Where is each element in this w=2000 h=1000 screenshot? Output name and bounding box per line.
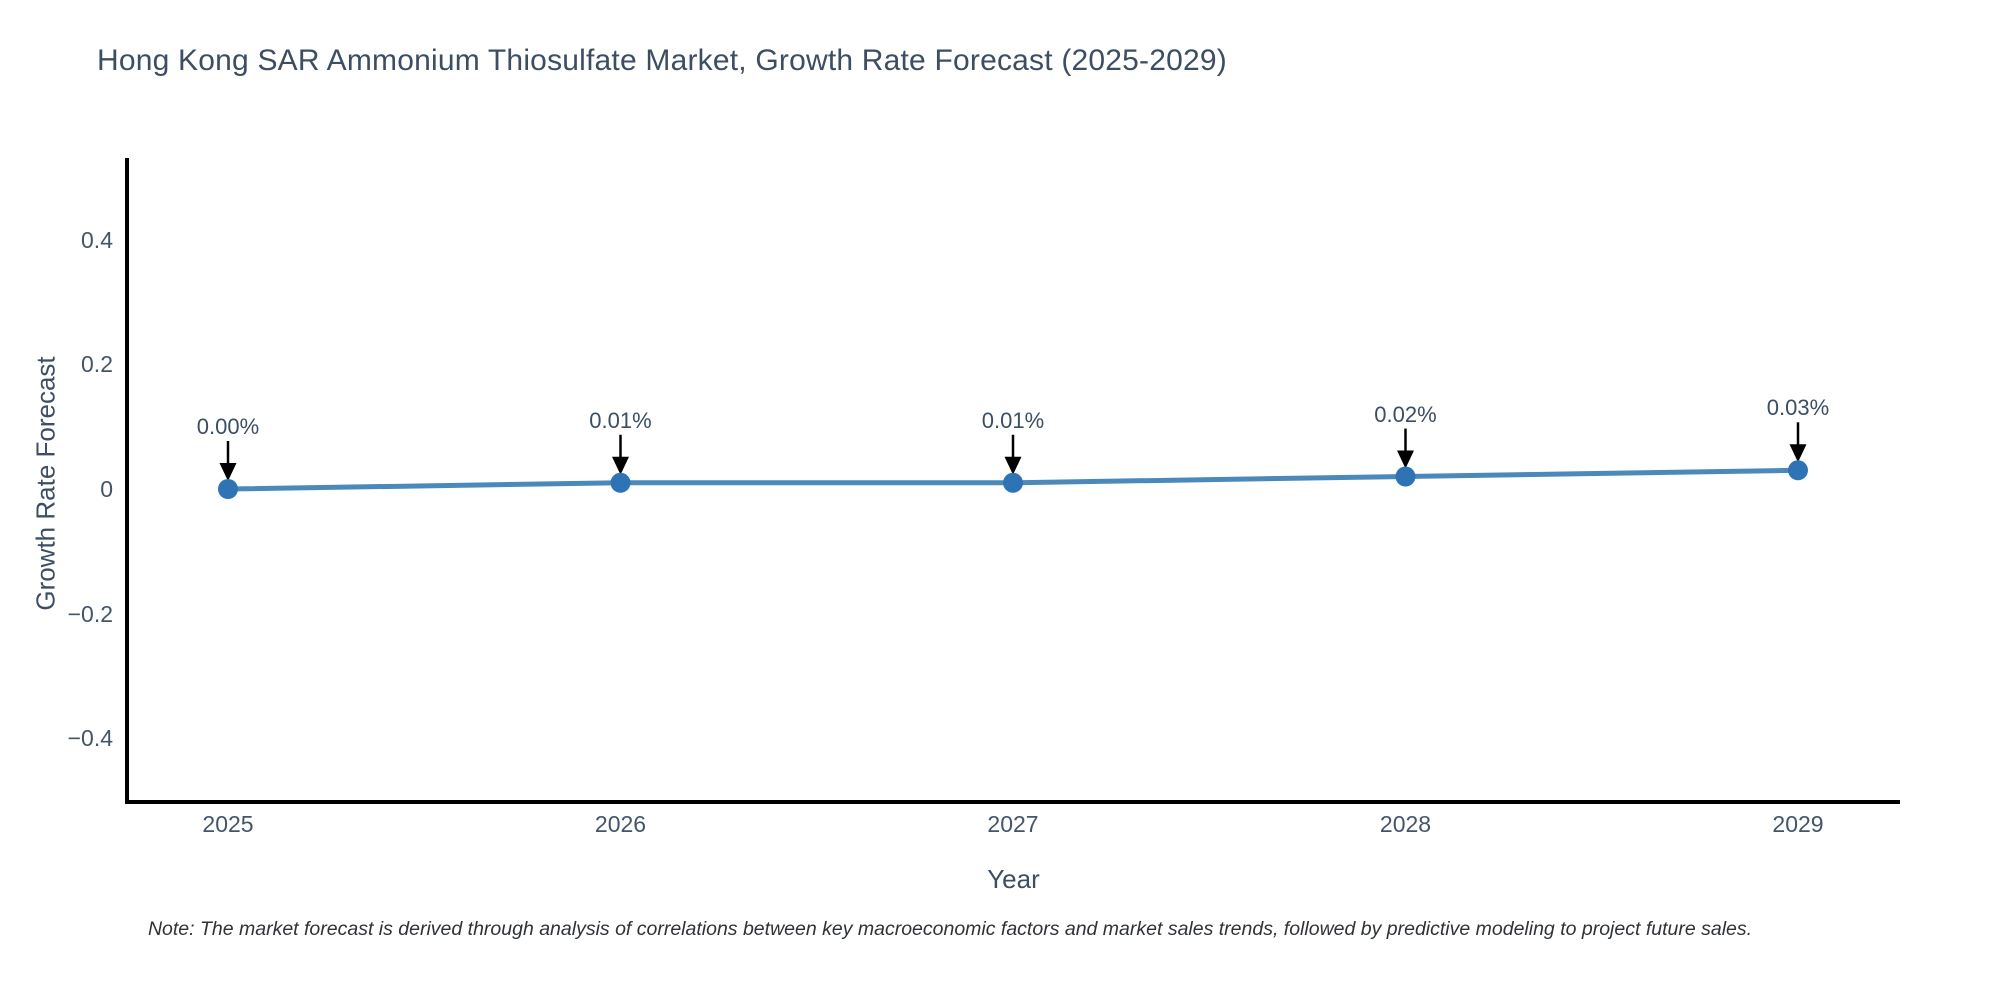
x-tick-label: 2028 xyxy=(1379,811,1432,837)
data-point-2026[interactable] xyxy=(610,472,631,493)
annotation-arrow-head xyxy=(612,456,629,475)
annotation-arrow-head xyxy=(219,463,237,481)
chart-title: Hong Kong SAR Ammonium Thiosulfate Marke… xyxy=(97,44,1227,77)
annotation-label-2026: 0.01% xyxy=(589,407,652,433)
y-tick-label: −0.4 xyxy=(67,725,113,752)
x-tick-label: 2029 xyxy=(1772,811,1824,837)
x-tick-label: 2026 xyxy=(594,811,647,837)
footnote: Note: The market forecast is derived thr… xyxy=(147,918,1753,940)
x-tick-label: 2027 xyxy=(987,811,1039,837)
annotation-label-2029: 0.03% xyxy=(1766,395,1830,421)
y-tick-label: 0.4 xyxy=(81,226,113,253)
x-tick-label: 2025 xyxy=(202,811,254,837)
data-point-2028[interactable] xyxy=(1395,466,1416,487)
annotation-arrow-head xyxy=(1789,444,1807,463)
data-point-2029[interactable] xyxy=(1788,460,1808,481)
x-axis-title: Year xyxy=(987,864,1040,894)
data-point-2027[interactable] xyxy=(1003,472,1023,493)
y-tick-label: −0.2 xyxy=(67,600,113,627)
annotation-label-2028: 0.02% xyxy=(1374,401,1437,427)
annotation-arrow-head xyxy=(1004,456,1022,475)
data-point-2025[interactable] xyxy=(218,479,238,499)
annotation-arrow-head xyxy=(1397,450,1414,469)
y-tick-label: 0 xyxy=(100,476,113,502)
y-tick-label: 0.2 xyxy=(81,351,113,378)
annotation-label-2025: 0.00% xyxy=(196,414,260,439)
annotation-label-2027: 0.01% xyxy=(981,407,1045,433)
